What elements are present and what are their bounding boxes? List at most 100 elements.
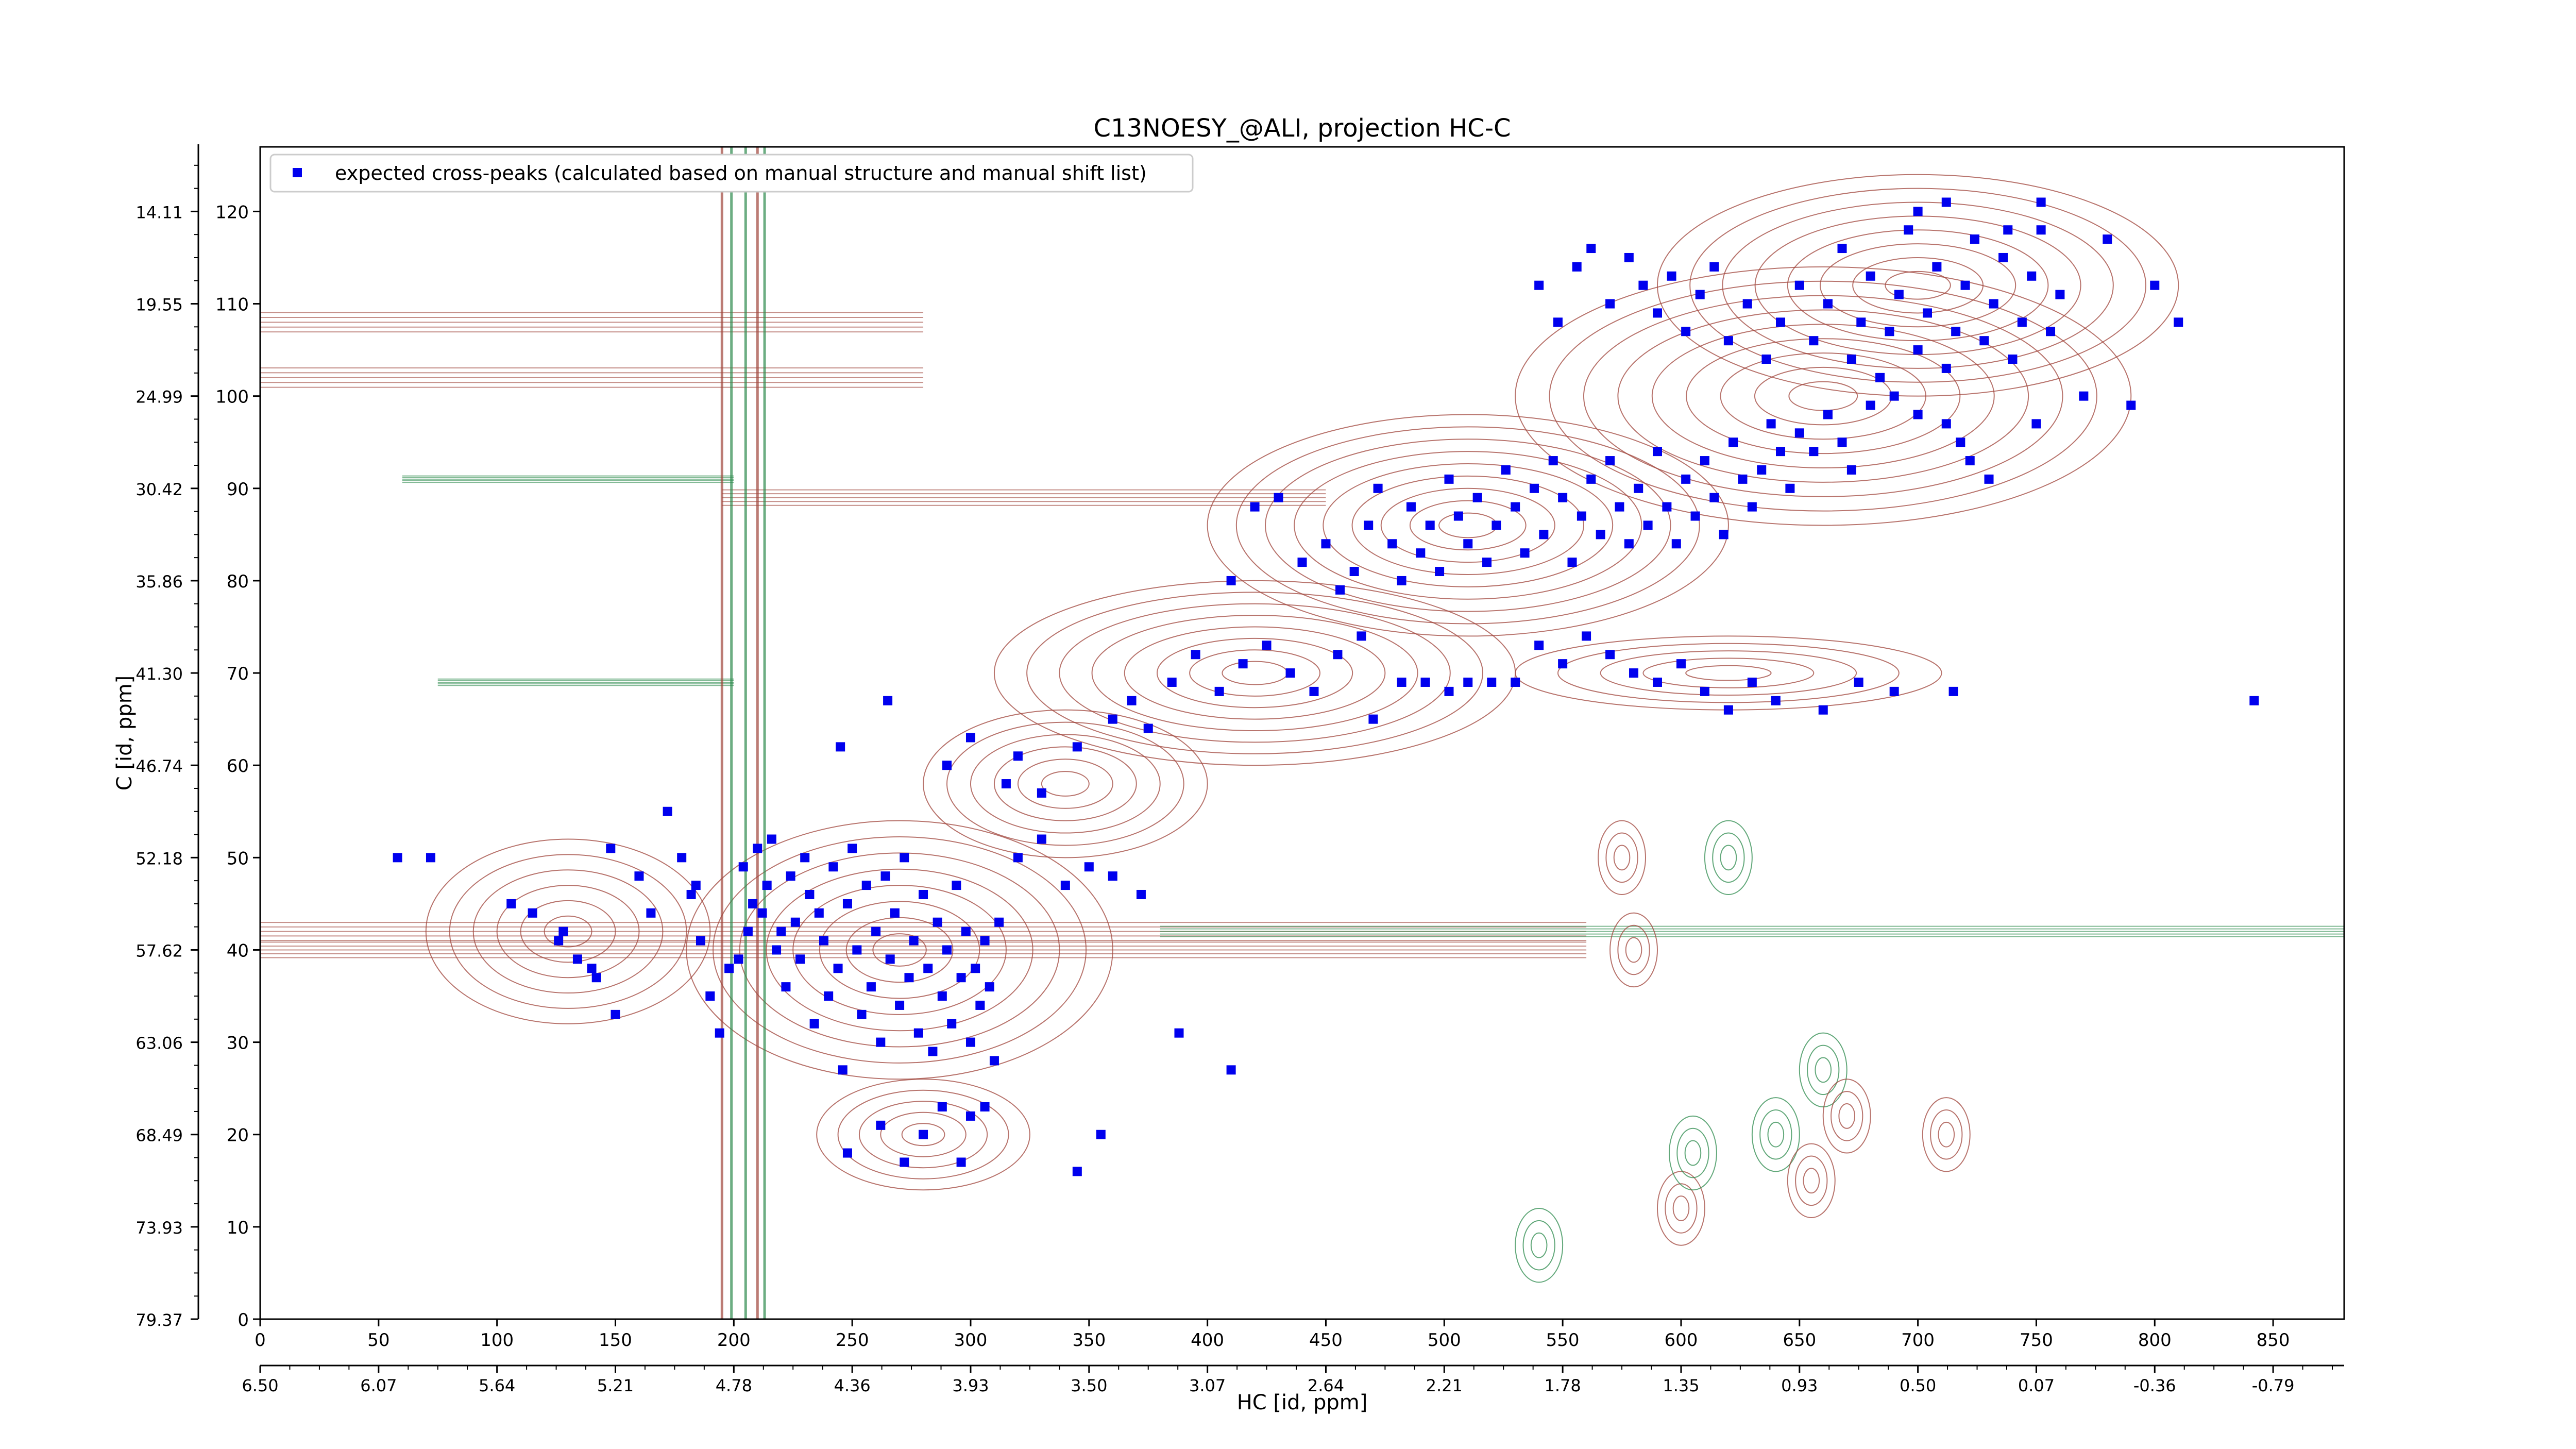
cross-peak-marker bbox=[1709, 493, 1719, 502]
cross-peak-marker bbox=[828, 862, 838, 872]
cross-peak-marker bbox=[1214, 686, 1224, 696]
cross-peak-marker bbox=[1761, 355, 1771, 364]
cross-peak-marker bbox=[772, 945, 782, 955]
cross-peak-marker bbox=[1970, 234, 1979, 244]
contour-peak bbox=[1522, 1220, 1555, 1271]
cross-peak-marker bbox=[558, 926, 568, 936]
cross-peak-marker bbox=[1823, 410, 1833, 419]
cross-peak-marker bbox=[1534, 641, 1544, 650]
y-ppm-tick-label: 35.86 bbox=[135, 572, 183, 592]
contour-cluster bbox=[1754, 366, 1892, 426]
x-ppm-tick-label: 0.50 bbox=[1900, 1376, 1936, 1395]
cross-peak-marker bbox=[852, 945, 862, 955]
y-axis-ticks: 0 79.37 10 73.93 20 68.49 30 63.06 40 57.62 50 52.1… bbox=[135, 144, 260, 1330]
cross-peak-marker bbox=[1809, 336, 1819, 346]
cross-peak-marker bbox=[767, 834, 776, 844]
cross-peak-marker bbox=[1143, 723, 1153, 733]
cross-peak-marker bbox=[1809, 447, 1819, 457]
cross-peak-marker bbox=[1904, 225, 1913, 235]
contour-cluster bbox=[1549, 280, 2097, 512]
cross-peak-marker bbox=[1262, 641, 1272, 650]
cross-peak-marker bbox=[1226, 1065, 1236, 1075]
cross-peak-marker bbox=[1364, 520, 1374, 530]
cross-peak-marker bbox=[814, 908, 824, 918]
x-ppm-tick-label: 6.50 bbox=[242, 1376, 278, 1395]
cross-peak-marker bbox=[2017, 317, 2027, 327]
cross-peak-marker bbox=[1738, 474, 1748, 484]
cross-peak-marker bbox=[1250, 502, 1260, 512]
y-ppm-tick-label: 24.99 bbox=[135, 387, 183, 407]
contour-cluster bbox=[993, 580, 1516, 766]
cross-peak-marker bbox=[1463, 539, 1473, 549]
y-ppm-tick-label: 73.93 bbox=[135, 1218, 183, 1238]
y-tick-label: 60 bbox=[227, 756, 249, 777]
cross-peak-marker bbox=[634, 871, 644, 881]
cross-peak-marker bbox=[1274, 493, 1283, 502]
cross-peak-marker bbox=[937, 991, 947, 1001]
contour-cluster bbox=[1852, 257, 1984, 314]
cross-peak-marker bbox=[885, 954, 895, 964]
cross-peak-marker bbox=[1667, 271, 1676, 281]
cross-peak-marker bbox=[919, 1130, 928, 1139]
cross-peak-marker bbox=[591, 973, 601, 983]
cross-peak-marker bbox=[663, 806, 672, 816]
y-tick-label: 20 bbox=[227, 1125, 249, 1146]
contour-cluster bbox=[1722, 201, 2114, 369]
x-ppm-tick-label: 1.35 bbox=[1663, 1376, 1699, 1395]
x-ppm-tick-label: 3.50 bbox=[1071, 1376, 1107, 1395]
cross-peak-marker bbox=[757, 908, 767, 918]
contour-peak bbox=[1803, 1168, 1820, 1194]
cross-peak-marker bbox=[1420, 677, 1430, 687]
cross-peak-marker bbox=[1624, 252, 1634, 262]
contour-peak bbox=[1617, 924, 1650, 975]
contour-peak bbox=[1822, 1079, 1871, 1154]
contour-cluster bbox=[1686, 338, 1961, 454]
cross-peak-marker bbox=[1932, 262, 1942, 272]
cross-peak-marker bbox=[1652, 677, 1662, 687]
cross-peak-marker bbox=[1529, 483, 1539, 493]
x-ppm-tick-label: 3.07 bbox=[1189, 1376, 1226, 1395]
cross-peak-marker bbox=[572, 954, 582, 964]
cross-peak-marker bbox=[1643, 520, 1653, 530]
cross-peak-marker bbox=[861, 881, 871, 890]
cross-peak-marker bbox=[1951, 327, 1961, 336]
cross-peak-marker bbox=[1723, 336, 1733, 346]
contour-peak bbox=[1515, 1208, 1564, 1283]
cross-peak-marker bbox=[1357, 631, 1366, 641]
cross-peak-marker bbox=[1629, 668, 1639, 678]
x-tick-label: 300 bbox=[954, 1330, 988, 1351]
cross-peak-marker bbox=[1634, 483, 1643, 493]
contour-peak bbox=[1787, 1143, 1836, 1218]
contour-peak bbox=[1672, 1195, 1690, 1221]
cross-peak-marker bbox=[786, 871, 795, 881]
contour-peak bbox=[1930, 1109, 1963, 1160]
contour-cluster bbox=[837, 1089, 1009, 1180]
contour-cluster bbox=[1235, 426, 1700, 625]
cross-peak-marker bbox=[942, 945, 952, 955]
cross-peak-marker bbox=[1321, 539, 1331, 549]
cross-peak-marker bbox=[1539, 530, 1549, 540]
cross-peak-marker bbox=[1096, 1130, 1106, 1139]
contour-cluster bbox=[1685, 665, 1772, 681]
contour-cluster bbox=[816, 1079, 1030, 1191]
contour-peak bbox=[1684, 1140, 1702, 1166]
cross-peak-marker bbox=[1766, 419, 1776, 429]
cross-peak-marker bbox=[1335, 585, 1345, 595]
cross-peak-marker bbox=[506, 899, 516, 908]
x-ppm-tick-label: 5.21 bbox=[597, 1376, 634, 1395]
y-ppm-tick-label: 41.30 bbox=[135, 664, 183, 684]
contour-peak bbox=[1605, 832, 1638, 883]
cross-peak-marker bbox=[1072, 1167, 1082, 1176]
cross-peak-marker bbox=[1548, 456, 1558, 466]
cross-peak-marker bbox=[961, 926, 971, 936]
cross-peak-marker bbox=[989, 1056, 999, 1066]
cross-peak-marker bbox=[1472, 493, 1482, 502]
cross-peak-marker bbox=[937, 1102, 947, 1111]
contour-peak bbox=[1759, 1109, 1792, 1160]
cross-peak-marker bbox=[781, 982, 791, 992]
cross-peak-marker bbox=[1875, 373, 1885, 382]
cross-peak-marker bbox=[2079, 391, 2089, 401]
x-axis-label: HC [id, ppm] bbox=[1237, 1391, 1368, 1414]
cross-peak-marker bbox=[2055, 290, 2065, 299]
